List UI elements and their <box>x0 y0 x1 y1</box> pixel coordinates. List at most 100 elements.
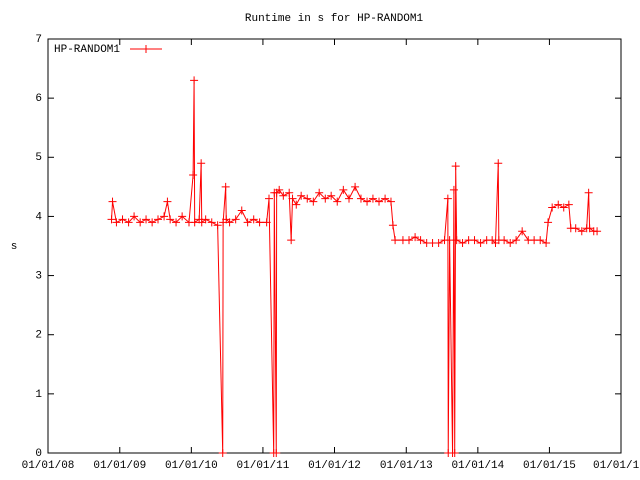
y-tick-label: 0 <box>35 448 42 460</box>
data-point <box>363 197 372 206</box>
data-point <box>443 194 452 203</box>
x-tick-label: 01/01/1 <box>593 460 640 472</box>
data-point <box>189 171 198 180</box>
data-point <box>275 185 284 194</box>
data-point <box>285 188 294 197</box>
data-point <box>201 215 210 224</box>
data-point <box>559 203 568 212</box>
data-point <box>593 227 602 236</box>
data-point <box>108 197 117 206</box>
x-tick-label: 01/01/08 <box>22 460 75 472</box>
data-point <box>262 218 271 227</box>
data-point <box>445 236 454 245</box>
data-point <box>351 182 360 191</box>
data-line <box>111 80 598 454</box>
y-axis-label: s <box>11 241 18 253</box>
y-tick-label: 3 <box>35 270 42 282</box>
data-point <box>506 239 515 248</box>
data-point <box>142 215 151 224</box>
data-point <box>368 194 377 203</box>
data-point <box>237 206 246 215</box>
data-point <box>388 221 397 230</box>
data-point <box>272 449 281 457</box>
data-point <box>265 194 274 203</box>
data-point <box>163 197 172 206</box>
data-point <box>518 227 527 236</box>
data-point <box>190 218 199 227</box>
data-point <box>548 203 557 212</box>
data-point <box>411 233 420 242</box>
data-point <box>345 194 354 203</box>
data-point <box>564 200 573 209</box>
data-point <box>255 218 264 227</box>
x-tick-label: 01/01/10 <box>165 460 218 472</box>
data-point <box>375 197 384 206</box>
data-point <box>339 185 348 194</box>
data-point <box>584 188 593 197</box>
x-tick-label: 01/01/11 <box>237 460 290 472</box>
data-point <box>107 215 116 224</box>
x-tick-label: 01/01/13 <box>380 460 433 472</box>
legend-swatch-marker <box>142 45 150 53</box>
x-tick-label: 01/01/15 <box>523 460 576 472</box>
y-tick-label: 4 <box>35 211 42 223</box>
chart-title: Runtime in s for HP-RANDOM1 <box>245 13 424 25</box>
data-point <box>449 185 458 194</box>
data-point <box>297 191 306 200</box>
x-tick-label: 01/01/14 <box>451 460 504 472</box>
data-point <box>333 197 342 206</box>
data-point <box>309 197 318 206</box>
data-point <box>416 236 425 245</box>
y-tick-label: 1 <box>35 389 42 401</box>
y-tick-label: 6 <box>35 93 42 105</box>
data-point <box>476 239 485 248</box>
data-point <box>178 212 187 221</box>
data-point <box>225 218 234 227</box>
data-point <box>303 194 312 203</box>
data-point <box>356 194 365 203</box>
data-point <box>148 218 157 227</box>
data-point <box>221 182 230 191</box>
data-point <box>321 194 330 203</box>
data-point <box>405 236 414 245</box>
data-point <box>197 159 206 168</box>
data-point <box>166 215 175 224</box>
data-point <box>207 218 216 227</box>
data-point <box>544 218 553 227</box>
data-point <box>554 200 563 209</box>
data-point <box>542 239 551 248</box>
data-point <box>279 191 288 200</box>
data-point <box>243 218 252 227</box>
x-tick-label: 01/01/09 <box>93 460 146 472</box>
data-point <box>386 197 395 206</box>
plot-frame <box>47 38 622 454</box>
data-point <box>130 212 139 221</box>
y-tick-label: 7 <box>35 34 42 46</box>
data-point <box>434 239 443 248</box>
data-point <box>452 236 461 245</box>
data-point <box>571 224 580 233</box>
data-point <box>218 449 227 457</box>
y-tick-label: 2 <box>35 330 42 342</box>
x-tick-label: 01/01/12 <box>308 460 361 472</box>
data-point <box>327 191 336 200</box>
data-point <box>288 194 297 203</box>
data-point <box>315 188 324 197</box>
data-point <box>231 215 240 224</box>
data-point <box>249 215 258 224</box>
data-point <box>124 218 133 227</box>
data-point <box>536 236 545 245</box>
data-point <box>585 224 594 233</box>
data-point <box>292 200 301 209</box>
data-point <box>160 212 169 221</box>
data-point <box>451 162 460 171</box>
legend-label: HP-RANDOM1 <box>54 44 120 56</box>
data-point <box>450 449 459 457</box>
data-point <box>154 215 163 224</box>
data-point <box>494 159 503 168</box>
data-point <box>118 215 127 224</box>
data-point <box>213 221 222 230</box>
data-point <box>287 236 296 245</box>
